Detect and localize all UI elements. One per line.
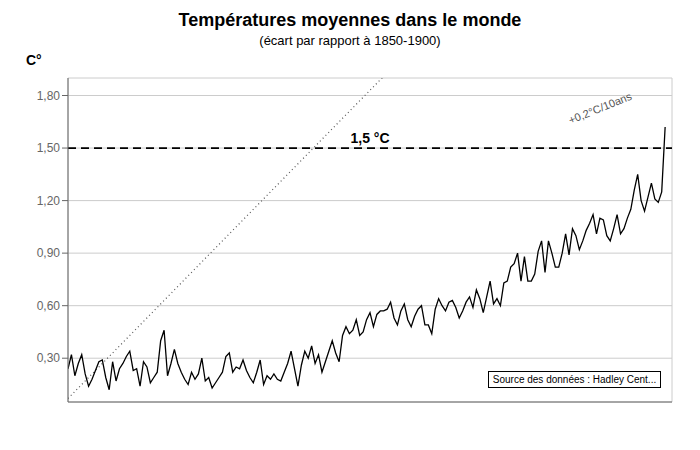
svg-text:1,20: 1,20 (37, 194, 61, 208)
svg-text:0,90: 0,90 (37, 246, 61, 260)
html-text:Températures moyennes dans le: Températures moyennes dans le monde (178, 10, 522, 30)
html-text:C°: C° (26, 52, 42, 68)
svg-text:0,60: 0,60 (37, 299, 61, 313)
svg-text:0,30: 0,30 (37, 351, 61, 365)
html-text:Source des données : Hadley Ce: Source des données : Hadley Cent... (492, 374, 657, 385)
svg-text:1,5 °C: 1,5 °C (350, 130, 389, 146)
svg-text:1,80: 1,80 (37, 89, 61, 103)
html-text:+0,2°C/10ans: +0,2°C/10ans (566, 90, 633, 127)
html-text:(écart par rapport à 1850-1900: (écart par rapport à 1850-1900) (259, 33, 441, 48)
svg-text:1,50: 1,50 (37, 141, 61, 155)
